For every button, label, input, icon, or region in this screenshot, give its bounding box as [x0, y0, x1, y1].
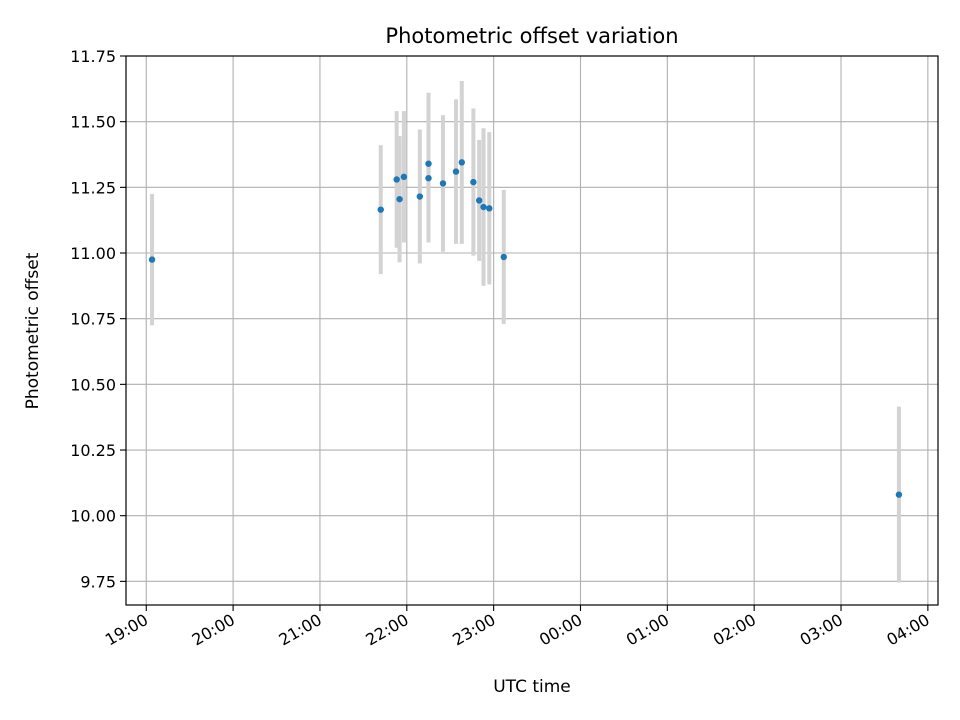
y-tick-label: 10.00 — [70, 507, 116, 526]
y-tick-label: 11.00 — [70, 244, 116, 263]
data-point — [439, 180, 447, 187]
data-point — [452, 168, 460, 175]
y-tick-label: 10.50 — [70, 375, 116, 394]
data-point — [425, 174, 432, 182]
data-point — [480, 203, 487, 211]
data-point — [416, 193, 424, 200]
data-point — [393, 176, 400, 183]
data-point — [400, 173, 408, 181]
plot-frame — [125, 55, 939, 606]
data-point — [895, 491, 903, 498]
y-axis: 9.75 10.00 10.25 10.50 10.75 11.00 11.25 11.50 1… — [70, 47, 126, 591]
data-point — [425, 160, 432, 167]
data-point — [475, 197, 483, 204]
y-tick-label: 9.75 — [80, 572, 116, 591]
data-point — [458, 159, 466, 166]
y-tick-label: 11.25 — [70, 178, 116, 197]
y-axis-label: Photometric offset — [23, 252, 43, 409]
y-tick-label: 11.75 — [70, 47, 116, 66]
y-tick-label: 10.75 — [70, 310, 116, 329]
data-point — [148, 256, 156, 263]
data-point — [486, 205, 493, 212]
data-point — [377, 206, 384, 213]
data-point — [396, 195, 403, 203]
y-tick-label: 11.50 — [70, 113, 116, 132]
x-axis-label: UTC time — [493, 677, 571, 697]
data-point — [470, 178, 477, 186]
y-tick-label: 10.25 — [70, 441, 116, 460]
data-point — [500, 253, 507, 261]
grid — [126, 55, 938, 605]
data-points — [148, 159, 903, 498]
chart-title: Photometric offset variation — [385, 24, 678, 48]
